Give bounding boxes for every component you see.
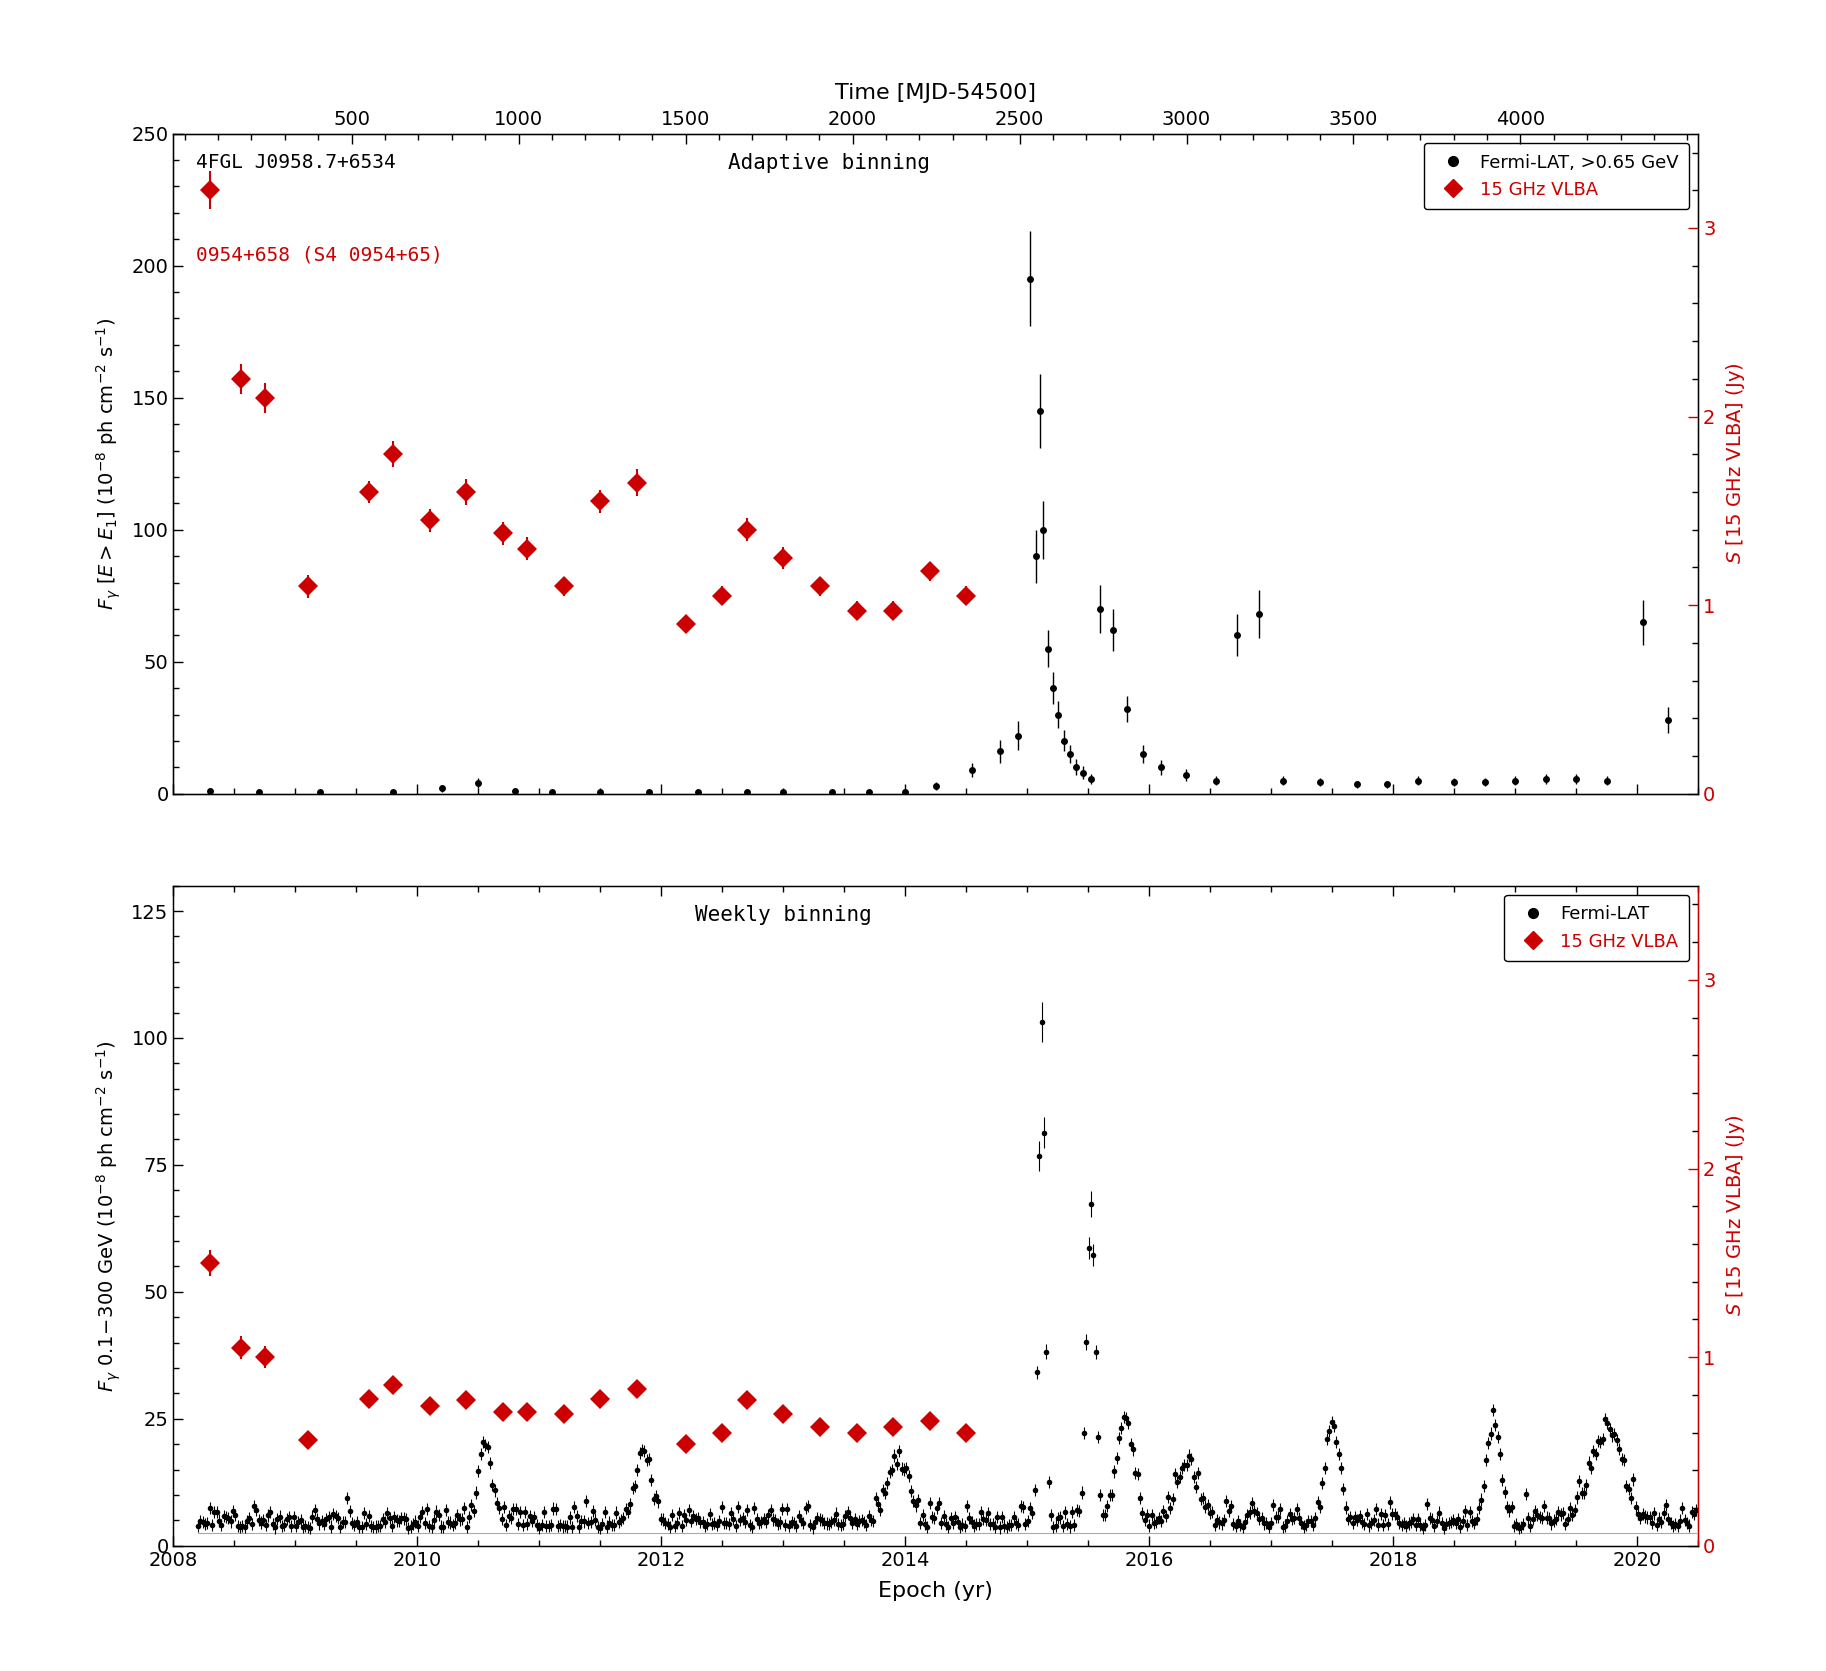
Y-axis label: $S\ [15\ \mathrm{GHz\ VLBA}]\ \mathrm{(Jy)}$: $S\ [15\ \mathrm{GHz\ VLBA}]\ \mathrm{(J… bbox=[1724, 363, 1747, 565]
Y-axis label: $F_\gamma\ 0.1\!-\!300\ \mathrm{GeV}\ (10^{-8}\ \mathrm{ph}\ \mathrm{cm}^{-2}\ \: $F_\gamma\ 0.1\!-\!300\ \mathrm{GeV}\ (1… bbox=[95, 1039, 122, 1392]
Y-axis label: $S\ [15\ \mathrm{GHz\ VLBA}]\ \mathrm{(Jy)}$: $S\ [15\ \mathrm{GHz\ VLBA}]\ \mathrm{(J… bbox=[1724, 1115, 1747, 1317]
Y-axis label: $F_\gamma\ [E>E_1]\ (10^{-8}\ \mathrm{ph}\ \mathrm{cm}^{-2}\ \mathrm{s}^{-1})$: $F_\gamma\ [E>E_1]\ (10^{-8}\ \mathrm{ph… bbox=[95, 317, 122, 610]
X-axis label: Time [MJD-54500]: Time [MJD-54500] bbox=[834, 82, 1037, 102]
Text: Weekly binning: Weekly binning bbox=[696, 906, 871, 926]
Legend: Fermi-LAT, 15 GHz VLBA: Fermi-LAT, 15 GHz VLBA bbox=[1505, 894, 1689, 961]
Text: Adaptive binning: Adaptive binning bbox=[729, 154, 929, 174]
Legend: Fermi-LAT, >0.65 GeV, 15 GHz VLBA: Fermi-LAT, >0.65 GeV, 15 GHz VLBA bbox=[1424, 142, 1689, 209]
Text: 4FGL J0958.7+6534: 4FGL J0958.7+6534 bbox=[197, 154, 396, 172]
X-axis label: Epoch (yr): Epoch (yr) bbox=[878, 1581, 993, 1601]
Text: 0954+658 (S4 0954+65): 0954+658 (S4 0954+65) bbox=[197, 246, 444, 266]
